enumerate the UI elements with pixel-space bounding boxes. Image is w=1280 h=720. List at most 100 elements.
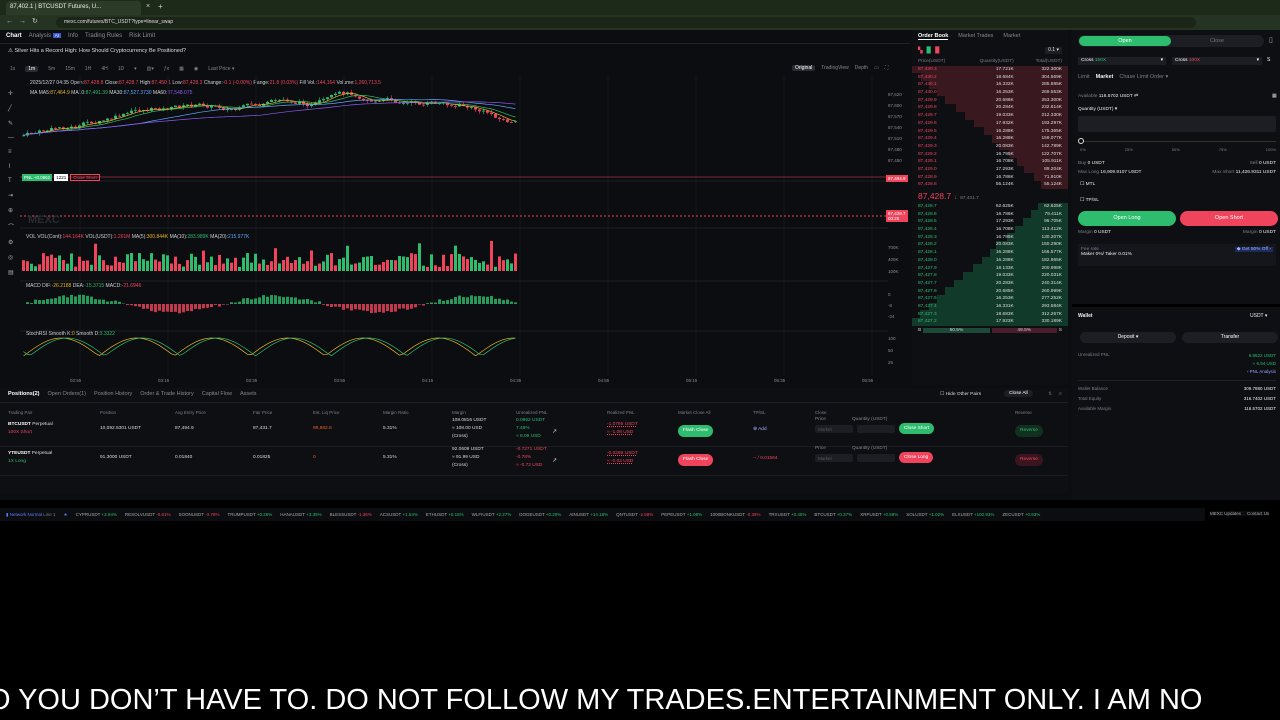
new-tab-icon[interactable]: + (158, 2, 163, 11)
camera-icon[interactable]: ◉ (193, 66, 199, 72)
interval-15m[interactable]: 15m (65, 66, 75, 72)
ticker-item[interactable]: PEPEUSDT +1.08% (661, 512, 702, 517)
mtl-checkbox[interactable]: ☐ MTL (1080, 182, 1095, 187)
layout-icon[interactable]: ▦ (179, 66, 184, 72)
interval-1s[interactable]: 1s (10, 66, 16, 72)
ticker-item[interactable]: WLFIUSDT +2.27% (472, 512, 512, 517)
bid-row[interactable]: 87,427.6 20.685K 260.999K (912, 287, 1068, 295)
close-qty-input[interactable] (857, 453, 895, 462)
ask-row[interactable]: 87,429.0 17.293K 89.204K (912, 165, 1068, 174)
horizontal-line-icon[interactable]: — (8, 135, 14, 141)
ask-row[interactable]: 87,429.9 20.686K 253.300K (912, 96, 1068, 105)
tab-trading-rules[interactable]: Trading Rules (84, 33, 123, 39)
ask-row[interactable]: 87,429.7 19.033K 212.330K (912, 111, 1068, 120)
lock-icon[interactable]: ⚙ (8, 240, 14, 246)
ticker-item[interactable]: AINUSDT +14.18% (569, 512, 608, 517)
favorite-icon[interactable]: ★ (63, 511, 68, 517)
ask-row[interactable]: 87,429.2 16.795K 122.707K (912, 150, 1068, 158)
tpsl-value[interactable]: ⊕ Add (753, 427, 767, 432)
ticker-item[interactable]: RESOLVUSDT -0.61% (125, 512, 171, 517)
interval-dropdown-icon[interactable]: ▾ (134, 66, 137, 72)
bid-row[interactable]: 87,428.3 16.795K 130.207K (912, 233, 1068, 242)
deposit-button[interactable]: Deposit ▾ (1080, 332, 1176, 343)
network-status[interactable]: ▮ Network Normal Line 1 (6, 512, 56, 518)
ticker-item[interactable]: QNTUSDT -2.58% (616, 512, 653, 517)
open-short-button[interactable]: Open Short (1180, 211, 1278, 226)
ask-row[interactable]: 87,429.4 16.288K 159.077K (912, 134, 1068, 143)
bid-row[interactable]: 87,427.4 16.331K 293.584K (912, 302, 1068, 311)
tab-chart[interactable]: Chart (6, 33, 22, 39)
bid-row[interactable]: 87,428.5 17.293K 96.705K (912, 218, 1068, 226)
ask-row[interactable]: 87,430.0 16.253K 269.553K (912, 88, 1068, 97)
slider-handle[interactable] (1078, 138, 1084, 144)
tab-position-history[interactable]: Position History (94, 391, 133, 397)
mark-0[interactable]: 0% (1080, 147, 1086, 152)
open-long-button[interactable]: Open Long (1078, 211, 1176, 226)
ask-row[interactable]: 87,429.6 17.932K 193.297K (912, 119, 1068, 128)
ticker-item[interactable]: 1000BONKUSDT -0.35% (710, 512, 760, 517)
interval-4h[interactable]: 4H (101, 66, 108, 72)
bid-row[interactable]: 87,428.0 16.288K 182.865K (912, 256, 1068, 265)
trendline-icon[interactable]: ╱ (8, 106, 12, 112)
transfer-button[interactable]: Transfer (1182, 332, 1278, 343)
tpsl-value[interactable]: -- / 0.01564 (753, 456, 778, 461)
candle-type-icon[interactable]: ▥▾ (146, 66, 154, 72)
measure-icon[interactable]: ⇥ (8, 193, 14, 199)
close-tab[interactable]: Close (1209, 38, 1225, 44)
close-price-input[interactable]: Market (815, 453, 853, 462)
interval-1m[interactable]: 1m (25, 66, 39, 72)
view-depth[interactable]: Depth (854, 65, 869, 71)
tab-analysis[interactable]: Analysis AI (29, 33, 61, 39)
price-chart-canvas[interactable] (20, 76, 910, 382)
view-original[interactable]: Original (792, 65, 816, 71)
mark-25[interactable]: 25% (1124, 147, 1133, 152)
nav-buttons-icon[interactable]: ←→↻ (6, 18, 44, 25)
reverse-button[interactable]: Reverse (1015, 425, 1043, 437)
tab-positions[interactable]: Positions(2) (8, 391, 40, 397)
ask-row[interactable]: 87,430.2 18.684K 304.569K (912, 73, 1068, 82)
transfer-icon[interactable]: ⇄ (1134, 94, 1139, 99)
tab-assets[interactable]: Assets (239, 391, 257, 397)
trash-icon[interactable]: ▤ (8, 270, 14, 276)
tab-market[interactable]: Market (1003, 33, 1021, 39)
ask-row[interactable]: 87,428.9 16.786K 71.910K (912, 173, 1068, 181)
bid-row[interactable]: 87,427.5 16.253K 277.252K (912, 294, 1068, 303)
close-position-button[interactable]: Close Short (899, 423, 935, 434)
bid-row[interactable]: 87,427.2 17.923K 330.189K (912, 318, 1068, 326)
leverage-short-select[interactable]: Cross 100X ▾ (1172, 57, 1262, 65)
bid-row[interactable]: 87,428.6 16.786K 79.411K (912, 210, 1068, 219)
open-tab[interactable]: Open (1079, 36, 1171, 46)
tab-limit[interactable]: Limit (1078, 74, 1090, 80)
bid-row[interactable]: 87,428.2 20.083K 150.290K (912, 241, 1068, 249)
ask-row[interactable]: 87,430.1 16.332K 285.885K (912, 81, 1068, 89)
mark-50[interactable]: 50% (1171, 147, 1180, 152)
tab-risk-limit[interactable]: Risk Limit (129, 33, 156, 39)
leverage-long-select[interactable]: Cross 150X ▾ (1078, 57, 1166, 65)
pnl-analysis-link[interactable]: ▫ PNL Analysis (1247, 368, 1276, 376)
wallet-currency-select[interactable]: USDT ▾ (1250, 313, 1268, 319)
ticker-item[interactable]: HANAUSDT +3.35% (280, 512, 321, 517)
tpsl-checkbox[interactable]: ☐ TP/SL (1080, 198, 1099, 203)
ticker-item[interactable]: ETHUSDT +0.15% (426, 512, 464, 517)
close-tab-icon[interactable]: × (146, 3, 151, 10)
ask-row[interactable]: 87,430.3 17.721K 322.300K (912, 65, 1068, 74)
close-position-button[interactable]: Close Long (899, 452, 934, 463)
asks-only-icon[interactable]: ▉ (935, 48, 940, 54)
view-tradingview[interactable]: TradingView (821, 65, 849, 71)
interval-1d[interactable]: 1D (117, 66, 125, 72)
ask-row[interactable]: 87,429.1 16.708K 105.911K (912, 157, 1068, 166)
zoom-icon[interactable]: ⊕ (8, 208, 14, 214)
bid-row[interactable]: 87,427.8 19.033K 220.031K (912, 271, 1068, 280)
bid-row[interactable]: 87,427.7 20.283K 240.314K (912, 279, 1068, 288)
tab-open-orders[interactable]: Open Orders(1) (47, 391, 86, 397)
close-price-input[interactable]: Market (815, 424, 853, 433)
ticker-item[interactable]: BTCUSDT +0.37% (814, 512, 852, 517)
quantity-slider[interactable] (1082, 141, 1276, 142)
ask-row[interactable]: 87,429.8 20.284K 232.614K (912, 104, 1068, 112)
reverse-button[interactable]: Reverse (1015, 454, 1043, 466)
mexc-updates-link[interactable]: MEXC Updates (1210, 511, 1242, 516)
bid-row[interactable]: 87,428.7 62.625K 62.625K (912, 202, 1068, 211)
tab-market-order[interactable]: Market (1095, 74, 1114, 80)
close-all-button[interactable]: Close All (1004, 390, 1033, 397)
price-type-select[interactable]: Last Price ▾ (208, 66, 235, 72)
